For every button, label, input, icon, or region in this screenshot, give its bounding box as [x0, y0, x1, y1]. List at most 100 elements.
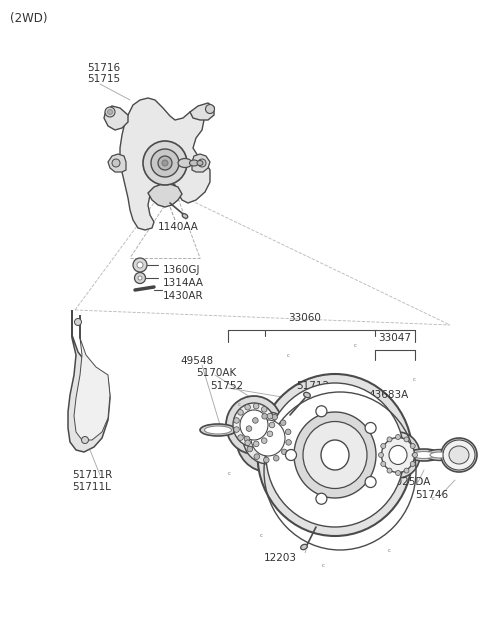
Circle shape: [205, 104, 215, 114]
Circle shape: [262, 407, 267, 412]
Circle shape: [274, 455, 279, 461]
Text: 5170AK: 5170AK: [196, 368, 236, 378]
Circle shape: [234, 418, 240, 424]
Circle shape: [387, 468, 392, 473]
Text: 1360GJ: 1360GJ: [163, 265, 201, 275]
Circle shape: [281, 449, 287, 455]
Circle shape: [252, 418, 258, 424]
Polygon shape: [74, 315, 110, 440]
Circle shape: [245, 440, 251, 445]
Text: 33060: 33060: [288, 313, 322, 323]
Circle shape: [253, 441, 259, 446]
Ellipse shape: [382, 438, 415, 473]
Circle shape: [133, 258, 147, 272]
Polygon shape: [108, 154, 126, 172]
Circle shape: [412, 453, 418, 458]
Ellipse shape: [365, 422, 376, 433]
Polygon shape: [190, 103, 214, 120]
Circle shape: [410, 461, 415, 466]
Text: c: c: [432, 496, 435, 501]
Circle shape: [381, 443, 386, 448]
Circle shape: [247, 446, 252, 452]
Ellipse shape: [443, 440, 475, 470]
Ellipse shape: [286, 450, 297, 461]
Circle shape: [262, 438, 267, 443]
Text: 1140AA: 1140AA: [158, 222, 199, 232]
Text: c: c: [228, 471, 231, 476]
Circle shape: [379, 453, 384, 458]
Polygon shape: [192, 154, 210, 172]
Circle shape: [396, 471, 400, 476]
Circle shape: [238, 410, 243, 415]
Ellipse shape: [251, 420, 285, 456]
Ellipse shape: [321, 440, 349, 470]
Text: 49548: 49548: [180, 356, 213, 366]
Circle shape: [280, 420, 286, 425]
Text: c: c: [387, 548, 390, 553]
Circle shape: [244, 436, 250, 442]
Text: 33047: 33047: [379, 333, 411, 343]
Ellipse shape: [182, 214, 188, 219]
Polygon shape: [68, 310, 110, 452]
Circle shape: [396, 435, 400, 440]
Ellipse shape: [236, 404, 300, 472]
Ellipse shape: [197, 160, 203, 166]
Circle shape: [381, 461, 386, 466]
Circle shape: [264, 457, 269, 463]
Circle shape: [82, 437, 88, 443]
Polygon shape: [120, 98, 210, 230]
Circle shape: [134, 273, 145, 284]
Text: 1430AR: 1430AR: [163, 291, 204, 301]
Ellipse shape: [257, 374, 412, 536]
Ellipse shape: [304, 392, 311, 397]
Circle shape: [286, 440, 291, 445]
Circle shape: [404, 468, 409, 473]
Circle shape: [162, 160, 168, 166]
Text: c: c: [353, 343, 356, 348]
Text: 1025DA: 1025DA: [390, 477, 432, 487]
Circle shape: [267, 414, 273, 419]
Text: 51711R: 51711R: [72, 470, 112, 480]
Text: 51752: 51752: [210, 381, 243, 391]
Ellipse shape: [376, 432, 420, 478]
Circle shape: [269, 422, 275, 428]
Ellipse shape: [190, 160, 199, 166]
Circle shape: [404, 437, 409, 442]
Ellipse shape: [430, 452, 450, 458]
Circle shape: [108, 109, 112, 114]
Ellipse shape: [449, 446, 469, 464]
Text: (2WD): (2WD): [10, 12, 48, 25]
Ellipse shape: [365, 476, 376, 487]
Ellipse shape: [294, 412, 376, 498]
Circle shape: [74, 319, 82, 325]
Circle shape: [137, 262, 143, 268]
Ellipse shape: [266, 383, 404, 527]
Text: c: c: [260, 533, 263, 538]
Ellipse shape: [233, 403, 275, 447]
Text: 51716: 51716: [87, 63, 120, 73]
Ellipse shape: [226, 396, 282, 454]
Circle shape: [158, 156, 172, 170]
Circle shape: [238, 435, 243, 440]
Circle shape: [198, 159, 206, 167]
Circle shape: [254, 454, 260, 460]
Ellipse shape: [316, 493, 327, 504]
Circle shape: [245, 404, 251, 410]
Circle shape: [267, 431, 273, 437]
Circle shape: [105, 107, 115, 117]
Circle shape: [262, 414, 267, 419]
Ellipse shape: [412, 451, 436, 458]
Circle shape: [112, 159, 120, 167]
Circle shape: [234, 427, 240, 432]
Ellipse shape: [243, 412, 293, 464]
Circle shape: [246, 426, 252, 432]
Text: 43683A: 43683A: [368, 390, 408, 400]
Ellipse shape: [240, 410, 268, 440]
Text: c: c: [238, 402, 241, 407]
Polygon shape: [148, 184, 182, 207]
Ellipse shape: [441, 438, 477, 472]
Ellipse shape: [200, 424, 236, 436]
Circle shape: [272, 414, 277, 420]
Text: 51711L: 51711L: [72, 482, 111, 492]
Circle shape: [151, 149, 179, 177]
